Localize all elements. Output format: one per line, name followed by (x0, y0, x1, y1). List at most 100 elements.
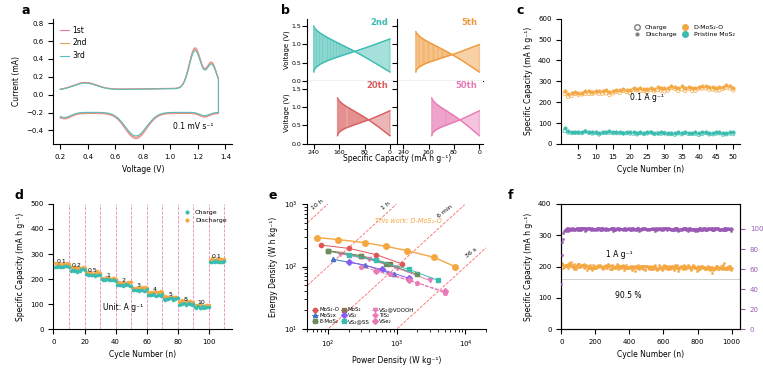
Point (52, 263, 64, 269)
Point (653, 261, 665, 267)
Point (593, 226, 605, 232)
Point (627, 85, 639, 91)
Point (605, 226, 617, 232)
MoS₂x (389, 272, 398, 277)
Point (675, 263, 687, 269)
Point (723, 265, 736, 271)
Point (159, 297, 172, 303)
Point (557, 236, 569, 242)
Point (98, 277, 111, 283)
Point (620, 227, 632, 233)
Point (701, 226, 713, 232)
Point (661, 227, 673, 233)
1st (134, 136, 143, 140)
Point (712, 266, 724, 272)
Point (188, 304, 201, 310)
Point (707, 267, 719, 273)
Point (620, 263, 632, 269)
Point (724, 263, 736, 269)
Point (712, 264, 724, 270)
Point (85, 270, 97, 276)
Point (110, 278, 122, 284)
Point (641, 263, 653, 269)
Point (618, 265, 630, 271)
Point (586, 131, 598, 137)
Point (572, 92, 584, 98)
Point (677, 266, 689, 272)
Point (661, 266, 673, 272)
Text: 36 s: 36 s (464, 246, 478, 258)
Point (58, 263, 70, 269)
Point (718, 260, 730, 266)
Point (715, 226, 727, 232)
Point (97, 276, 109, 282)
Point (72, 266, 85, 272)
Point (188, 303, 201, 309)
Point (610, 263, 622, 269)
Point (595, 263, 607, 269)
Point (581, 225, 594, 231)
Point (716, 266, 728, 272)
Point (559, 227, 571, 233)
Point (706, 227, 718, 233)
Y-axis label: Energy Density (W h kg⁻¹): Energy Density (W h kg⁻¹) (269, 217, 278, 317)
Text: 1: 1 (106, 273, 110, 278)
Point (596, 227, 608, 233)
Point (628, 226, 640, 232)
Point (703, 226, 715, 232)
Point (633, 266, 645, 272)
Point (53, 261, 66, 267)
Point (600, 129, 612, 135)
Point (142, 289, 154, 295)
Point (80, 269, 92, 275)
Point (694, 225, 706, 231)
Point (709, 226, 721, 232)
Point (668, 132, 681, 138)
Text: 5th: 5th (462, 18, 478, 27)
Point (647, 266, 659, 272)
Point (631, 225, 643, 231)
Point (187, 299, 199, 305)
Point (602, 261, 614, 267)
Point (636, 226, 649, 232)
Point (665, 264, 678, 270)
Point (569, 226, 581, 232)
Point (656, 225, 668, 231)
Point (137, 285, 150, 291)
Point (76, 266, 88, 272)
Point (720, 131, 732, 137)
Point (124, 279, 136, 285)
Point (679, 129, 691, 135)
Point (594, 226, 607, 232)
1st (56, 87, 65, 91)
Point (569, 263, 581, 269)
Point (214, 256, 226, 262)
Point (604, 128, 616, 134)
Point (691, 227, 703, 233)
Point (713, 266, 725, 272)
Point (723, 226, 735, 232)
Point (604, 226, 616, 232)
Point (556, 239, 568, 245)
Point (709, 225, 721, 231)
Point (695, 264, 707, 270)
Point (591, 227, 604, 233)
Point (172, 295, 184, 301)
Point (727, 131, 739, 137)
Point (568, 227, 581, 233)
Point (657, 227, 669, 233)
Point (585, 226, 597, 232)
Point (665, 226, 678, 232)
Point (649, 262, 661, 268)
Point (208, 258, 220, 264)
Point (710, 88, 722, 94)
Point (581, 265, 594, 271)
Point (647, 226, 659, 232)
Point (579, 129, 591, 135)
Point (565, 226, 578, 232)
Point (684, 264, 697, 270)
Text: 10: 10 (198, 300, 205, 305)
Text: 4: 4 (153, 287, 156, 292)
Point (623, 264, 636, 270)
Point (607, 91, 619, 96)
